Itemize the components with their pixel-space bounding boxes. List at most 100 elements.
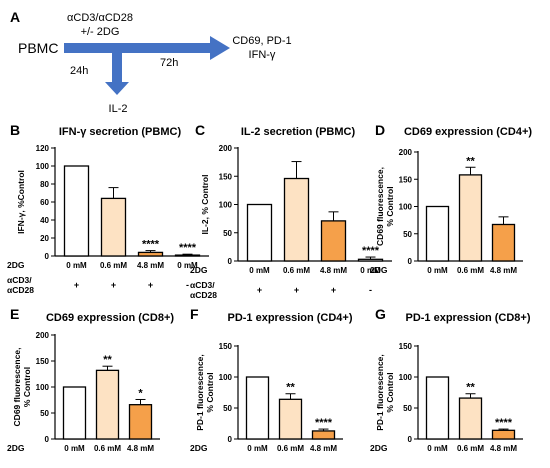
row-label-stim-2: αCD28: [7, 285, 34, 295]
category-label: 0 mM: [66, 261, 87, 270]
category-label: 0 mM: [177, 261, 198, 270]
bar: [278, 398, 303, 440]
y-axis-title-line-1: PD-1 fluorescence,: [375, 354, 385, 431]
y-tick-label: 20: [40, 234, 49, 243]
schematic-panel: A PBMC αCD3/αCD28 +/- 2DG 24h 72h IL-2 C…: [10, 9, 292, 115]
y-tick-label: 200: [219, 144, 233, 153]
y-axis-title: PD-1 fluorescence,% Control: [195, 354, 215, 431]
stim-sign: +: [331, 285, 336, 295]
bar: [357, 258, 384, 262]
panel-label-b: B: [10, 122, 20, 138]
treatment-line-1: αCD3/αCD28: [67, 12, 133, 24]
significance-marker: **: [466, 155, 475, 167]
row-label-stim-1: αCD3/: [7, 275, 32, 285]
y-axis-title: CD69 fluorescence,% Control: [375, 167, 395, 246]
stim-sign: +: [148, 280, 153, 290]
y-tick-label: 0: [408, 257, 413, 266]
bar: [283, 177, 310, 262]
y-tick-label: 150: [219, 172, 233, 181]
panel-label-a: A: [10, 9, 20, 25]
y-tick-label: 0: [228, 435, 233, 444]
y-tick-label: 0: [45, 252, 50, 261]
y-tick-label: 40: [40, 216, 49, 225]
y-tick-label: 150: [36, 357, 50, 366]
bar: [137, 251, 164, 257]
y-tick-label: 50: [403, 230, 412, 239]
category-label: 0 mM: [427, 444, 448, 453]
chart-title: IFN-γ secretion (PBMC): [59, 126, 182, 138]
y-tick-label: 100: [36, 383, 50, 392]
row-label-2dg: 2DG: [370, 265, 388, 275]
category-label: 0 mM: [64, 444, 85, 453]
y-axis-title: IL-2, % Control: [200, 175, 210, 235]
y-tick-label: 100: [219, 201, 233, 210]
row-label-2dg: 2DG: [190, 443, 208, 453]
chart-panel-d: D CD69 expression (CD4+) CD69 fluorescence…: [370, 122, 532, 275]
category-label: 0.6 mM: [457, 444, 484, 453]
y-axis-title-line-2: % Control: [22, 367, 32, 407]
y-tick-label: 150: [399, 175, 413, 184]
category-label: 0 mM: [247, 444, 268, 453]
y-axis-title-line-1: CD69 fluorescence,: [12, 348, 22, 427]
chart-title: PD-1 expression (CD8+): [405, 312, 530, 324]
significance-marker: ****: [495, 417, 513, 429]
y-tick-label: 0: [45, 435, 50, 444]
significance-marker: ****: [315, 417, 333, 429]
y-tick-label: 50: [403, 404, 412, 413]
y-tick-label: 150: [399, 342, 413, 351]
y-tick-label: 80: [40, 180, 49, 189]
bar: [245, 376, 270, 440]
chart-panel-f: F PD-1 expression (CD4+) PD-1 fluorescence…: [190, 306, 353, 453]
y-tick-label: 200: [36, 331, 50, 340]
stim-sign: -: [186, 280, 189, 290]
y-axis-title: IFN-γ, %Control: [16, 170, 26, 234]
category-label: 0.6 mM: [457, 266, 484, 275]
bar: [95, 369, 120, 440]
y-tick-label: 100: [399, 203, 413, 212]
chart-panel-b: B IFN-γ secretion (PBMC) IFN-γ, %Control 0 2…: [7, 122, 209, 295]
y-axis-title-line-1: CD69 fluorescence,: [375, 167, 385, 246]
panel-label-d: D: [375, 122, 385, 138]
row-label-2dg: 2DG: [190, 265, 208, 275]
category-label: 4.8 mM: [310, 444, 337, 453]
y-tick-label: 60: [40, 198, 49, 207]
y-tick-label: 50: [223, 404, 232, 413]
bar: [425, 376, 450, 440]
stim-sign: +: [257, 285, 262, 295]
stim-sign: +: [294, 285, 299, 295]
y-axis-title: CD69 fluorescence,% Control: [12, 348, 32, 427]
panel-label-f: F: [190, 306, 199, 322]
y-tick-label: 0: [228, 257, 233, 266]
bar: [320, 220, 347, 262]
readout-line-1: CD69, PD-1: [232, 35, 291, 47]
panel-label-e: E: [10, 306, 19, 322]
bar: [425, 205, 450, 262]
category-label: 0.6 mM: [277, 444, 304, 453]
y-tick-label: 120: [36, 144, 50, 153]
bar: [246, 203, 273, 262]
row-label-stim-1: αCD3/: [190, 280, 215, 290]
category-label: 4.8 mM: [137, 261, 164, 270]
significance-marker: ****: [362, 245, 380, 257]
stim-sign: +: [111, 280, 116, 290]
charts: B IFN-γ secretion (PBMC) IFN-γ, %Control 0 2…: [7, 122, 532, 453]
y-tick-label: 100: [219, 373, 233, 382]
significance-marker: **: [466, 382, 475, 394]
bar: [62, 386, 87, 440]
bar: [100, 197, 127, 257]
stim-sign: +: [74, 280, 79, 290]
row-label-2dg: 2DG: [7, 260, 25, 270]
bar: [491, 223, 516, 262]
treatment-line-2: +/- 2DG: [81, 26, 120, 38]
row-label-2dg: 2DG: [370, 443, 388, 453]
bar: [63, 165, 90, 257]
category-label: 0 mM: [360, 266, 381, 275]
category-label: 0.6 mM: [283, 266, 310, 275]
bar: [458, 397, 483, 440]
time-24h: 24h: [70, 65, 88, 77]
bar: [174, 254, 201, 257]
bar: [491, 429, 516, 440]
y-tick-label: 50: [40, 409, 49, 418]
y-axis-title-line-2: % Control: [385, 186, 395, 226]
